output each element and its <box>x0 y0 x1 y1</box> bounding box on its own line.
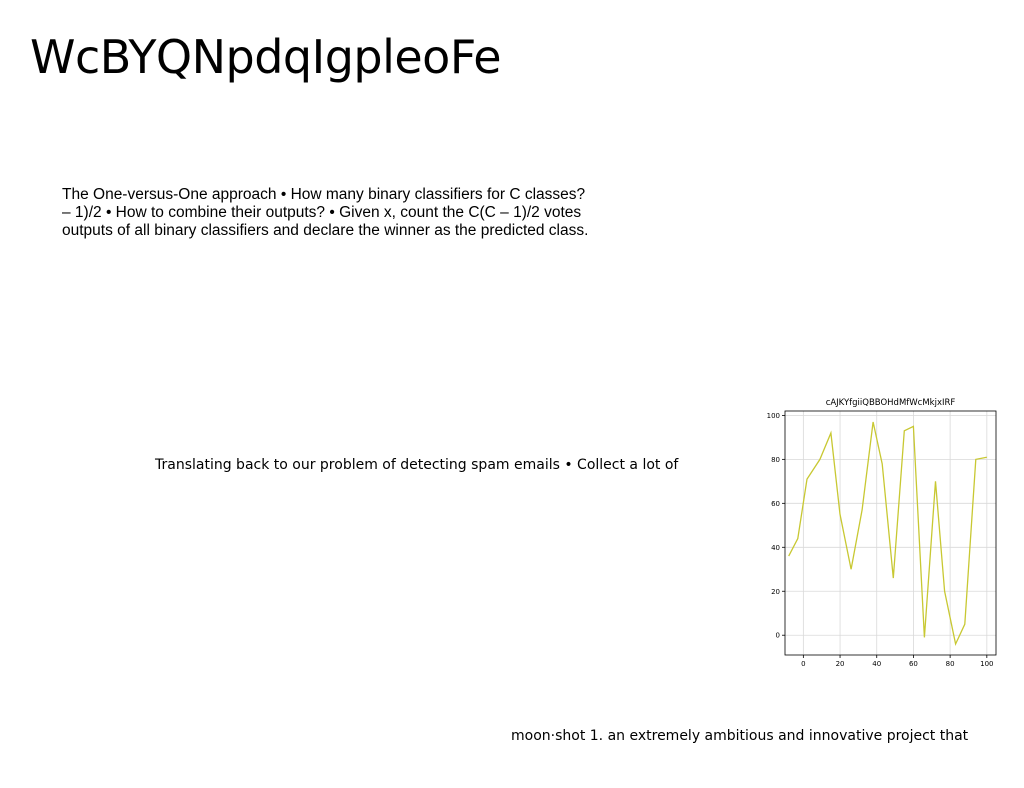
y-tick-label: 40 <box>771 544 780 552</box>
x-tick-label: 0 <box>801 660 805 668</box>
x-tick-label: 40 <box>872 660 881 668</box>
y-tick-label: 20 <box>771 588 780 596</box>
x-tick-label: 100 <box>980 660 993 668</box>
y-tick-label: 60 <box>771 500 780 508</box>
body-paragraph: The One-versus-One approach • How many b… <box>62 186 622 240</box>
chart-title: cAJKYfgiiQBBOHdMfWcMkjxIRF <box>826 398 956 408</box>
chart-caption-text: Translating back to our problem of detec… <box>155 457 679 473</box>
footer-definition-text: moon·shot 1. an extremely ambitious and … <box>511 728 969 744</box>
slide-title: WcBYQNpdqIgpleoFe <box>30 30 502 84</box>
body-line: outputs of all binary classifiers and de… <box>62 222 589 239</box>
y-tick-label: 100 <box>767 412 780 420</box>
x-tick-label: 20 <box>836 660 845 668</box>
series-line <box>788 421 987 647</box>
line-chart-svg: cAJKYfgiiQBBOHdMfWcMkjxIRF 0 20 40 60 80 100 0 2… <box>767 398 997 668</box>
x-tick-label: 80 <box>946 660 955 668</box>
line-chart: cAJKYfgiiQBBOHdMfWcMkjxIRF 0 20 40 60 80 100 0 2… <box>758 394 1004 676</box>
body-line: – 1)/2 • How to combine their outputs? •… <box>62 204 582 221</box>
plot-frame <box>784 410 997 656</box>
y-tick-label: 80 <box>771 456 780 464</box>
body-line: The One-versus-One approach • How many b… <box>62 186 586 203</box>
y-tick-label: 0 <box>776 632 780 640</box>
x-tick-label: 60 <box>909 660 918 668</box>
